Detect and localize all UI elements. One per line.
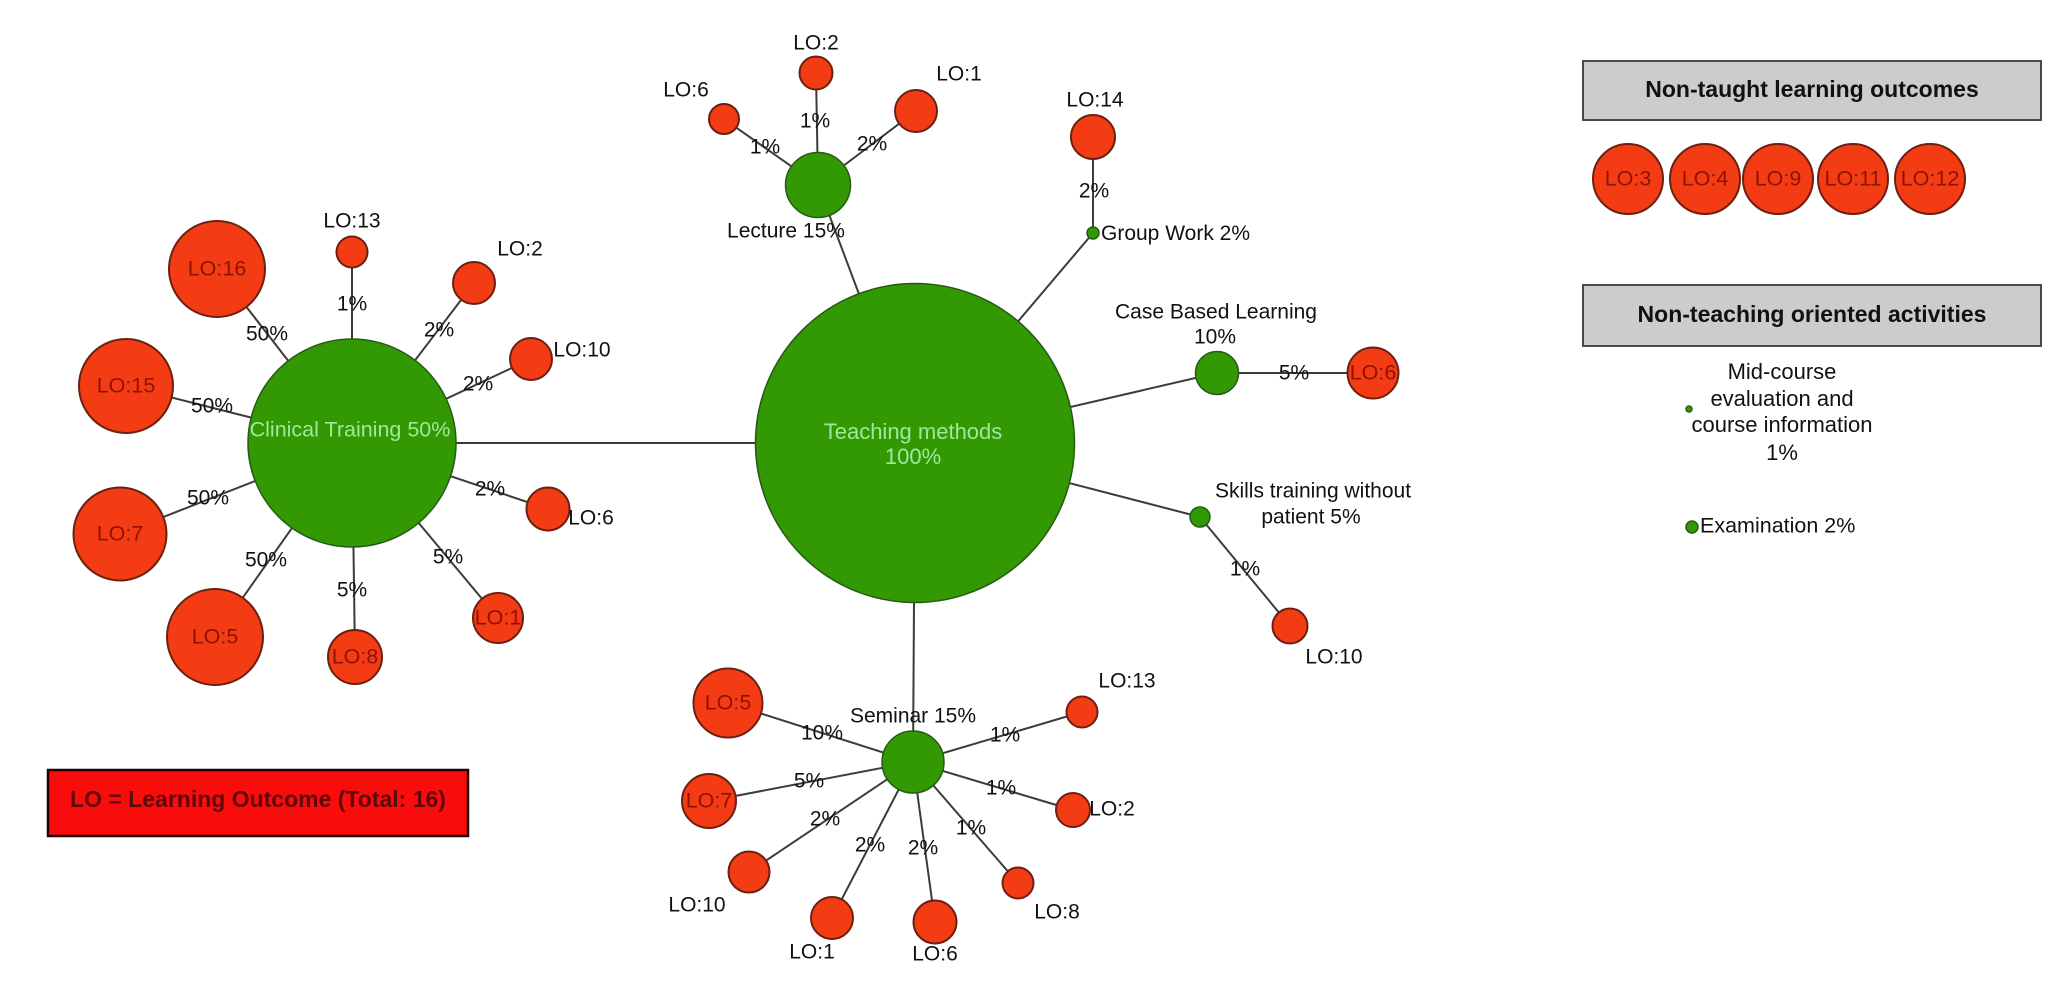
svg-text:Lecture 15%: Lecture 15% xyxy=(727,220,845,243)
svg-text:LO = Learning Outcome (Total:: LO = Learning Outcome (Total: 16) xyxy=(70,786,446,812)
svg-text:5%: 5% xyxy=(433,546,463,569)
svg-text:10%: 10% xyxy=(1194,326,1236,349)
svg-text:2%: 2% xyxy=(463,373,493,396)
svg-text:2%: 2% xyxy=(1079,180,1109,203)
svg-text:1%: 1% xyxy=(1230,558,1260,581)
svg-text:LO:14: LO:14 xyxy=(1066,89,1124,112)
svg-text:2%: 2% xyxy=(855,834,885,857)
svg-text:Non-taught learning outcomes: Non-taught learning outcomes xyxy=(1645,76,1979,102)
svg-text:LO:6: LO:6 xyxy=(1350,361,1397,385)
svg-text:patient 5%: patient 5% xyxy=(1261,506,1360,529)
svg-text:LO:9: LO:9 xyxy=(1755,167,1802,191)
svg-text:1%: 1% xyxy=(337,293,367,316)
svg-text:Skills training without: Skills training without xyxy=(1215,480,1411,503)
svg-text:1%: 1% xyxy=(750,136,780,159)
svg-text:50%: 50% xyxy=(246,323,288,346)
svg-text:50%: 50% xyxy=(191,395,233,418)
svg-text:1%: 1% xyxy=(986,777,1016,800)
svg-text:2%: 2% xyxy=(810,808,840,831)
svg-text:1%: 1% xyxy=(800,110,830,133)
svg-text:LO:7: LO:7 xyxy=(97,522,144,546)
svg-text:LO:1: LO:1 xyxy=(789,941,835,964)
svg-text:LO:12: LO:12 xyxy=(1901,167,1960,191)
svg-text:LO:6: LO:6 xyxy=(568,507,614,530)
svg-text:evaluation and: evaluation and xyxy=(1710,386,1853,411)
svg-text:5%: 5% xyxy=(1279,362,1309,385)
svg-text:Group Work 2%: Group Work 2% xyxy=(1101,222,1250,245)
svg-text:LO:15: LO:15 xyxy=(97,374,156,398)
svg-text:LO:2: LO:2 xyxy=(793,32,839,55)
svg-text:Non-teaching oriented activiti: Non-teaching oriented activities xyxy=(1638,301,1987,327)
svg-text:LO:10: LO:10 xyxy=(1305,646,1362,669)
svg-text:5%: 5% xyxy=(337,579,367,602)
svg-text:Seminar 15%: Seminar 15% xyxy=(850,705,976,728)
svg-text:LO:2: LO:2 xyxy=(497,238,543,261)
svg-text:LO:6: LO:6 xyxy=(912,943,958,966)
svg-text:1%: 1% xyxy=(956,817,986,840)
svg-text:LO:13: LO:13 xyxy=(323,210,380,233)
svg-text:100%: 100% xyxy=(885,444,941,469)
svg-text:10%: 10% xyxy=(801,722,843,745)
svg-text:1%: 1% xyxy=(990,724,1020,747)
svg-text:2%: 2% xyxy=(857,133,887,156)
svg-text:LO:8: LO:8 xyxy=(332,645,379,669)
svg-text:1%: 1% xyxy=(1766,440,1798,465)
svg-text:2%: 2% xyxy=(424,319,454,342)
svg-text:LO:10: LO:10 xyxy=(668,894,725,917)
svg-text:LO:4: LO:4 xyxy=(1682,167,1729,191)
svg-text:Examination 2%: Examination 2% xyxy=(1700,514,1855,538)
svg-text:LO:2: LO:2 xyxy=(1089,798,1135,821)
svg-text:Teaching methods: Teaching methods xyxy=(824,419,1003,444)
svg-text:LO:3: LO:3 xyxy=(1605,167,1652,191)
svg-text:Clinical Training 50%: Clinical Training 50% xyxy=(250,418,451,442)
svg-text:50%: 50% xyxy=(245,549,287,572)
svg-text:LO:11: LO:11 xyxy=(1825,167,1882,191)
svg-text:LO:1: LO:1 xyxy=(475,606,522,630)
svg-text:LO:10: LO:10 xyxy=(553,339,610,362)
svg-text:2%: 2% xyxy=(475,478,505,501)
svg-text:LO:6: LO:6 xyxy=(663,79,709,102)
svg-text:Mid-course: Mid-course xyxy=(1728,359,1837,384)
svg-text:2%: 2% xyxy=(908,837,938,860)
svg-text:LO:1: LO:1 xyxy=(936,63,982,86)
svg-text:LO:8: LO:8 xyxy=(1034,901,1080,924)
svg-text:LO:5: LO:5 xyxy=(705,691,752,715)
svg-text:5%: 5% xyxy=(794,770,824,793)
svg-text:LO:7: LO:7 xyxy=(686,789,733,813)
svg-text:LO:16: LO:16 xyxy=(188,257,247,281)
svg-text:course information: course information xyxy=(1692,412,1873,437)
svg-text:Case Based Learning: Case Based Learning xyxy=(1115,301,1317,324)
svg-text:LO:5: LO:5 xyxy=(192,625,239,649)
svg-text:50%: 50% xyxy=(187,487,229,510)
svg-text:LO:13: LO:13 xyxy=(1098,670,1155,693)
